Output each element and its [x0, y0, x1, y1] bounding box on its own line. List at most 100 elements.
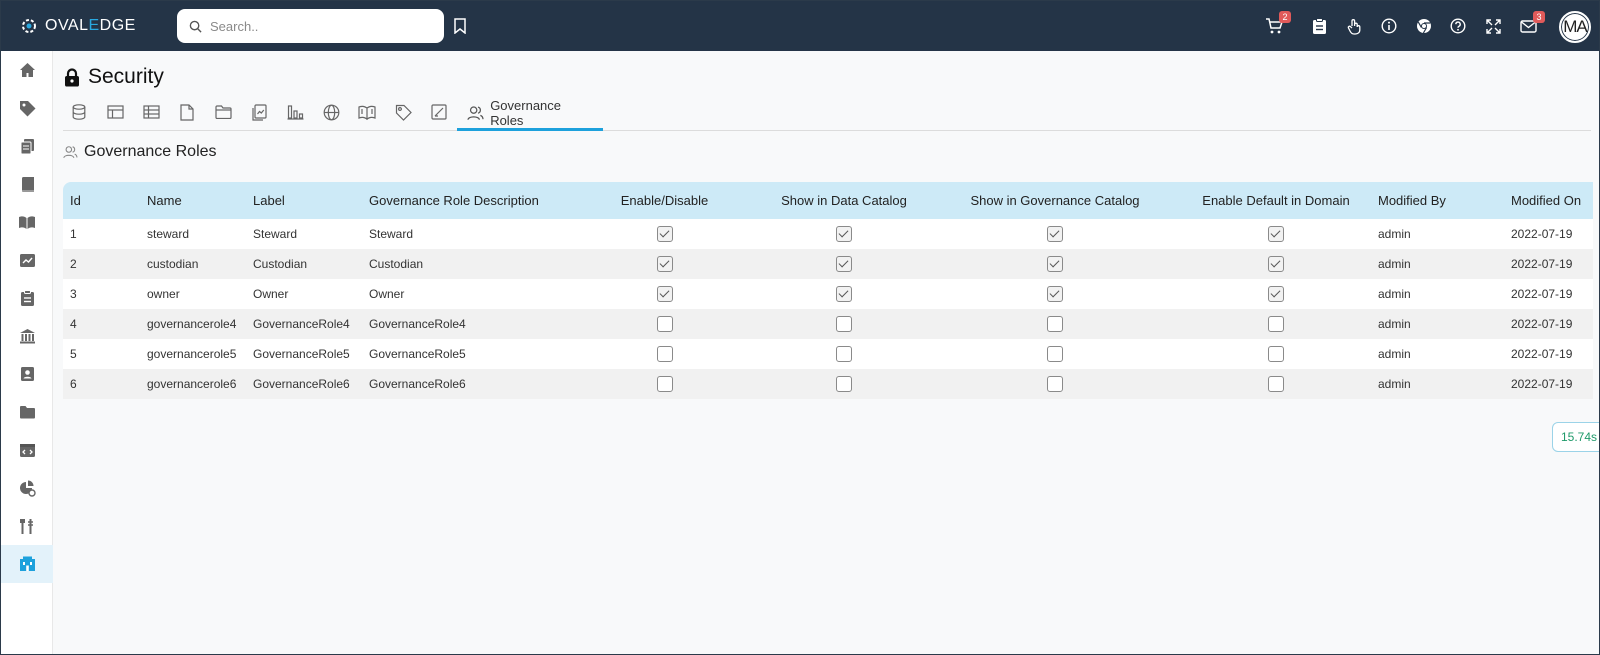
gov-catalog-checkbox[interactable]	[1047, 376, 1063, 392]
table-row[interactable]: 1 steward Steward Steward admin 2022-07-19	[63, 219, 1593, 249]
tab-apis[interactable]	[321, 101, 341, 123]
section-title: Governance Roles	[63, 143, 217, 161]
default-domain-checkbox[interactable]	[1268, 376, 1284, 392]
nav-tags[interactable]	[1, 89, 53, 127]
tab-tags[interactable]	[393, 101, 413, 123]
tab-files[interactable]	[177, 101, 197, 123]
nav-dashboard[interactable]	[1, 241, 53, 279]
data-catalog-checkbox[interactable]	[836, 316, 852, 332]
default-domain-checkbox[interactable]	[1268, 346, 1284, 362]
cell-enable	[570, 309, 759, 339]
cell-enable	[570, 369, 759, 399]
clipboard-icon[interactable]	[1310, 17, 1328, 35]
tab-queries[interactable]	[429, 101, 449, 123]
tab-tables[interactable]	[105, 101, 125, 123]
tab-charts[interactable]	[285, 101, 305, 123]
cell-data-catalog	[759, 219, 929, 249]
nav-administration[interactable]	[1, 545, 53, 583]
gov-catalog-checkbox[interactable]	[1047, 286, 1063, 302]
tab-reports[interactable]	[249, 101, 269, 123]
section-title-text: Governance Roles	[84, 143, 217, 160]
search-input[interactable]	[210, 18, 430, 34]
nav-governance[interactable]	[1, 317, 53, 355]
data-catalog-checkbox[interactable]	[836, 346, 852, 362]
col-header-default-domain[interactable]: Enable Default in Domain	[1181, 182, 1371, 219]
table-row[interactable]: 3 owner Owner Owner admin 2022-07-19	[63, 279, 1593, 309]
nav-glossary[interactable]	[1, 203, 53, 241]
enable-checkbox[interactable]	[656, 376, 673, 392]
cell-gov-catalog	[929, 339, 1181, 369]
bookmark-icon[interactable]	[453, 18, 467, 39]
cell-modified-by: admin	[1371, 279, 1504, 309]
contact-card-icon	[20, 367, 34, 381]
mail-icon[interactable]: 3	[1519, 11, 1545, 35]
data-catalog-checkbox[interactable]	[836, 376, 852, 392]
default-domain-checkbox[interactable]	[1268, 256, 1284, 272]
gov-catalog-checkbox[interactable]	[1047, 256, 1063, 272]
tab-glossary[interactable]	[357, 101, 377, 123]
nav-home[interactable]	[1, 51, 53, 89]
fullscreen-icon[interactable]	[1484, 17, 1502, 35]
touch-icon[interactable]	[1345, 17, 1363, 35]
nav-analytics[interactable]	[1, 469, 53, 507]
nav-book[interactable]	[1, 165, 53, 203]
col-header-modified-on[interactable]: Modified On	[1504, 182, 1593, 219]
nav-contacts[interactable]	[1, 355, 53, 393]
cell-description: Owner	[362, 279, 570, 309]
table-row[interactable]: 4 governancerole4 GovernanceRole4 Governanc…	[63, 309, 1593, 339]
nav-tools[interactable]	[1, 507, 53, 545]
avatar[interactable]: MA	[1559, 11, 1591, 43]
default-domain-checkbox[interactable]	[1268, 286, 1284, 302]
cell-default-domain	[1181, 279, 1371, 309]
default-domain-checkbox[interactable]	[1268, 316, 1284, 332]
code-window-icon	[19, 443, 35, 457]
chrome-icon[interactable]	[1415, 17, 1433, 35]
col-header-description[interactable]: Governance Role Description	[362, 182, 570, 219]
col-header-modified-by[interactable]: Modified By	[1371, 182, 1504, 219]
cart-icon[interactable]: 2	[1265, 11, 1291, 35]
col-header-gov-catalog[interactable]: Show in Governance Catalog	[929, 182, 1181, 219]
globe-icon	[323, 104, 339, 120]
gov-catalog-checkbox[interactable]	[1047, 346, 1063, 362]
col-header-name[interactable]: Name	[140, 182, 246, 219]
tab-governance-roles[interactable]: Governance Roles	[457, 97, 603, 131]
logo[interactable]: OVAL E DGE	[19, 14, 136, 38]
help-icon[interactable]	[1449, 17, 1467, 35]
gov-catalog-checkbox[interactable]	[1047, 316, 1063, 332]
cell-modified-on: 2022-07-19	[1504, 219, 1593, 249]
data-catalog-checkbox[interactable]	[836, 286, 852, 302]
table-row[interactable]: 5 governancerole5 GovernanceRole5 Governanc…	[63, 339, 1593, 369]
cell-modified-on: 2022-07-19	[1504, 309, 1593, 339]
governance-roles-table-wrapper[interactable]: Id Name Label Governance Role Descriptio…	[63, 182, 1593, 399]
enable-checkbox[interactable]	[656, 256, 673, 272]
tab-columns[interactable]	[141, 101, 161, 123]
default-domain-checkbox[interactable]	[1268, 226, 1284, 242]
home-icon	[19, 63, 35, 77]
enable-checkbox[interactable]	[656, 316, 673, 332]
cell-default-domain	[1181, 249, 1371, 279]
col-header-label[interactable]: Label	[246, 182, 362, 219]
bank-icon	[19, 329, 35, 344]
col-header-enable[interactable]: Enable/Disable	[570, 182, 759, 219]
nav-folders[interactable]	[1, 393, 53, 431]
tab-databases[interactable]	[69, 101, 89, 123]
nav-documents[interactable]	[1, 127, 53, 165]
info-icon[interactable]	[1380, 17, 1398, 35]
cell-gov-catalog	[929, 249, 1181, 279]
col-header-id[interactable]: Id	[63, 182, 140, 219]
data-catalog-checkbox[interactable]	[836, 226, 852, 242]
data-catalog-checkbox[interactable]	[836, 256, 852, 272]
table-row[interactable]: 6 governancerole6 GovernanceRole6 Governanc…	[63, 369, 1593, 399]
page-title-text: Security	[88, 65, 164, 88]
col-header-data-catalog[interactable]: Show in Data Catalog	[759, 182, 929, 219]
table-row[interactable]: 2 custodian Custodian Custodian admin 2022-07…	[63, 249, 1593, 279]
enable-checkbox[interactable]	[656, 286, 673, 302]
logo-text-pre: OVAL	[45, 17, 89, 34]
nav-tasks[interactable]	[1, 279, 53, 317]
enable-checkbox[interactable]	[656, 346, 673, 362]
cell-description: Steward	[362, 219, 570, 249]
nav-code[interactable]	[1, 431, 53, 469]
gov-catalog-checkbox[interactable]	[1047, 226, 1063, 242]
tab-folders[interactable]	[213, 101, 233, 123]
enable-checkbox[interactable]	[656, 226, 673, 242]
